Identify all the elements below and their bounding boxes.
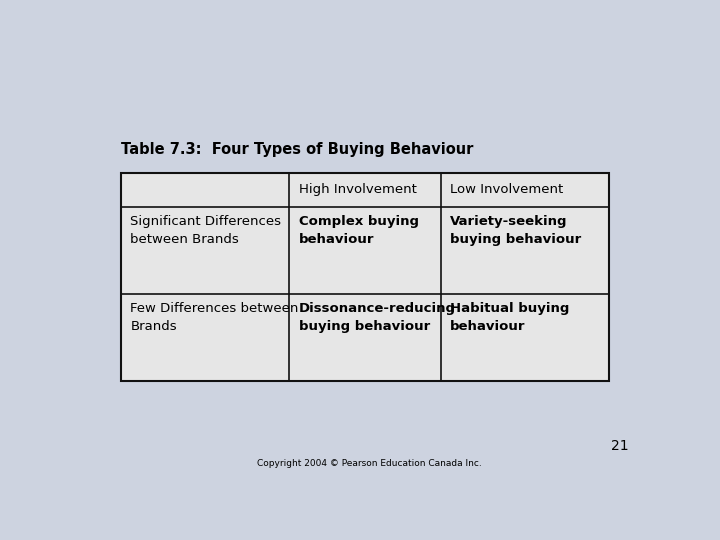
Text: Dissonance-reducing
buying behaviour: Dissonance-reducing buying behaviour — [299, 301, 456, 333]
Text: Copyright 2004 © Pearson Education Canada Inc.: Copyright 2004 © Pearson Education Canad… — [256, 459, 482, 468]
Text: Complex buying
behaviour: Complex buying behaviour — [299, 215, 419, 246]
Text: Few Differences between
Brands: Few Differences between Brands — [130, 301, 299, 333]
Text: Significant Differences
between Brands: Significant Differences between Brands — [130, 215, 282, 246]
Text: 21: 21 — [611, 439, 629, 453]
Text: Table 7.3:  Four Types of Buying Behaviour: Table 7.3: Four Types of Buying Behaviou… — [121, 142, 473, 157]
Text: High Involvement: High Involvement — [299, 184, 417, 197]
Text: Habitual buying
behaviour: Habitual buying behaviour — [450, 301, 570, 333]
Text: Low Involvement: Low Involvement — [450, 184, 563, 197]
FancyBboxPatch shape — [121, 173, 609, 381]
Text: Variety-seeking
buying behaviour: Variety-seeking buying behaviour — [450, 215, 581, 246]
